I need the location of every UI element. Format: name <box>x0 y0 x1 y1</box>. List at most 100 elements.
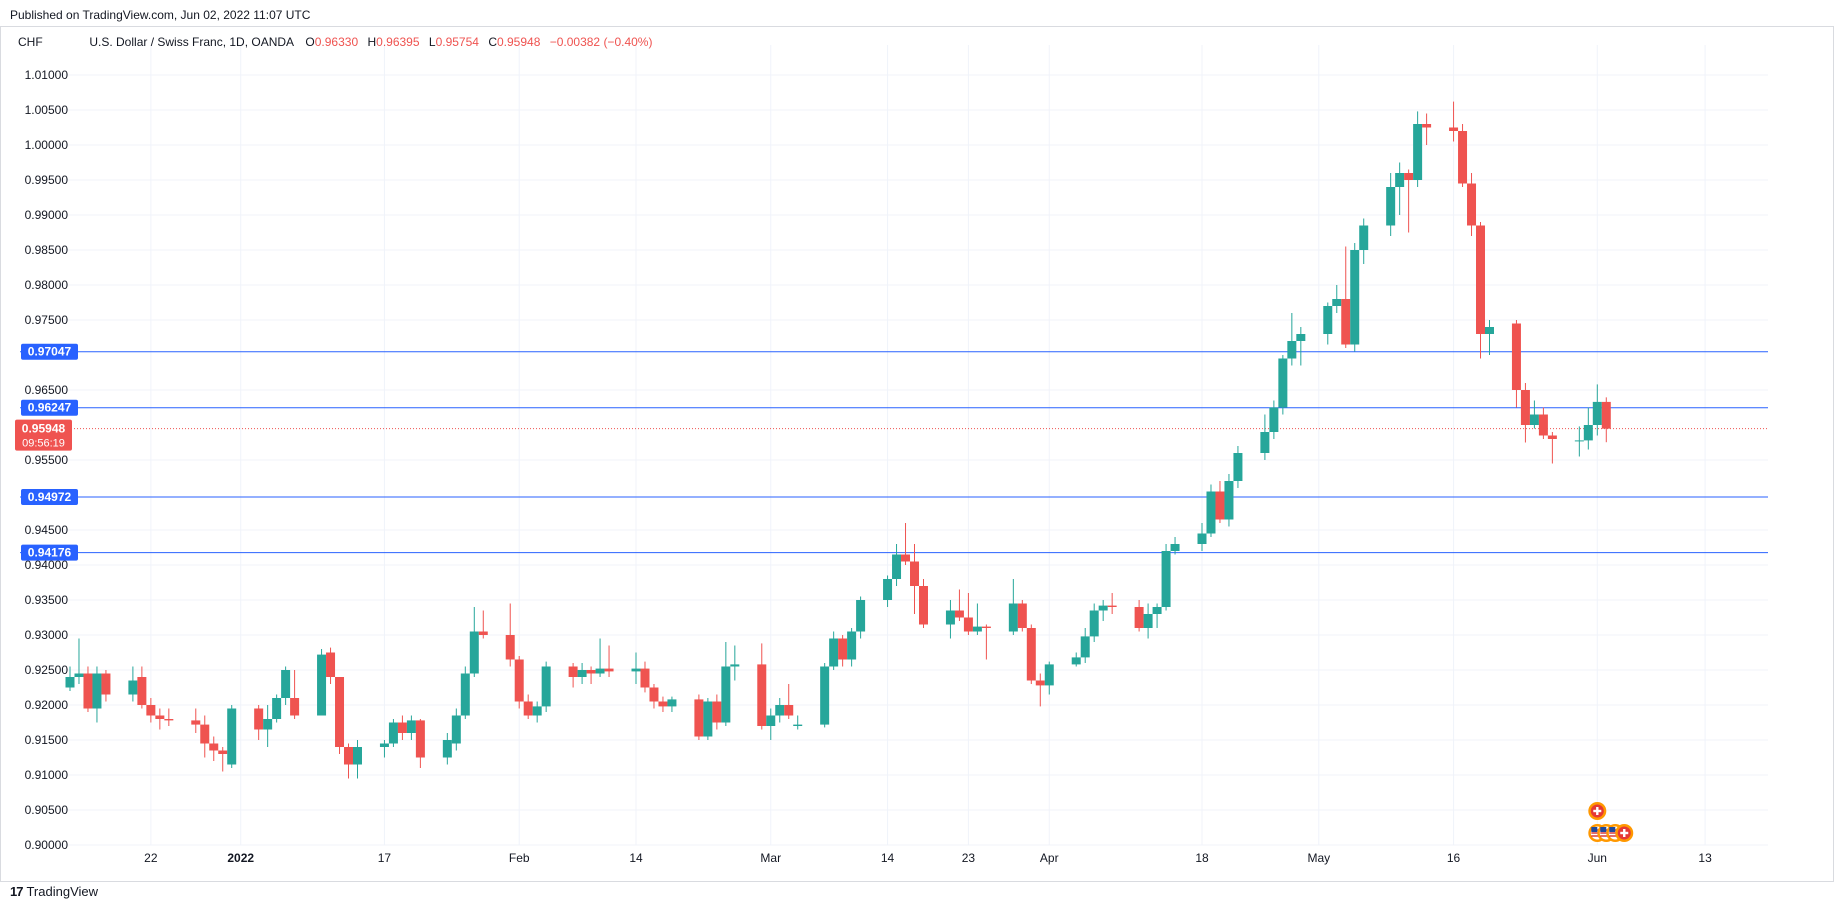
y-tick-label: 0.98500 <box>25 243 69 257</box>
published-caption: Published on TradingView.com, Jun 02, 20… <box>10 8 311 22</box>
candle-body <box>1197 533 1207 544</box>
y-tick-label: 0.93000 <box>25 628 69 642</box>
candle-body <box>1134 607 1144 628</box>
last-price-label: 0.95948 <box>22 422 66 436</box>
candle-body <box>1170 544 1180 551</box>
candle-body <box>1161 551 1171 607</box>
candle-body <box>379 743 389 747</box>
candle-body <box>667 699 677 707</box>
legend-low-label: L <box>428 35 436 49</box>
candle-body <box>1583 425 1593 441</box>
candle-body <box>568 666 578 677</box>
candle-body <box>1107 605 1117 607</box>
candle-body <box>1071 657 1081 665</box>
y-tick-label: 0.95500 <box>25 453 69 467</box>
candle-body <box>1233 453 1243 481</box>
candle-body <box>263 719 273 730</box>
candle-body <box>191 720 201 725</box>
candle-body <box>793 724 803 726</box>
candle-body <box>83 673 93 709</box>
level-label-bg <box>21 343 78 360</box>
y-tick-label: 0.99500 <box>25 173 69 187</box>
candle-body <box>1458 131 1468 184</box>
legend-close-value: 0.95948 <box>496 35 541 49</box>
candle-body <box>1215 491 1225 520</box>
candle-body <box>829 638 839 667</box>
candle-body <box>317 654 327 716</box>
candle-body <box>1026 628 1036 681</box>
candle-body <box>883 579 893 600</box>
x-tick-label: 14 <box>629 851 643 865</box>
candle-body <box>92 673 102 709</box>
y-tick-label: 0.96500 <box>25 383 69 397</box>
candle-body <box>65 677 75 688</box>
x-tick-label: 17 <box>378 851 392 865</box>
y-tick-label: 0.90000 <box>25 838 69 852</box>
candle-body <box>910 561 920 586</box>
candle-body <box>838 638 848 660</box>
candle-body <box>514 659 524 702</box>
candle-body <box>712 701 722 723</box>
candle-body <box>1332 299 1342 306</box>
candle-body <box>1601 401 1611 429</box>
candle-body <box>577 670 587 677</box>
x-tick-label: May <box>1307 851 1330 865</box>
legend-symbol[interactable]: CHF <box>18 35 43 49</box>
candle-body <box>1386 187 1396 226</box>
candle-body <box>523 701 533 716</box>
y-tick-label: 1.00000 <box>25 138 69 152</box>
candle-body <box>451 715 461 744</box>
candle-body <box>505 635 515 660</box>
candle-body <box>388 722 398 744</box>
level-label: 0.94176 <box>28 546 72 560</box>
x-tick-label: Feb <box>509 851 530 865</box>
candle-body <box>532 706 542 716</box>
candle-body <box>1260 432 1270 453</box>
candle-body <box>1152 607 1162 614</box>
x-tick-label: 23 <box>962 851 976 865</box>
y-tick-label: 1.01000 <box>25 68 69 82</box>
y-tick-label: 0.91500 <box>25 733 69 747</box>
candle-body <box>326 652 336 677</box>
candle-body <box>1341 299 1351 345</box>
price-labels: 0.97047 0.96247 0.94972 0.94176 0.95948 09:56… <box>15 343 78 561</box>
marker-canton <box>1609 827 1616 832</box>
candle-body <box>352 747 362 765</box>
candle-body <box>1080 636 1090 658</box>
y-tick-label: 0.97500 <box>25 313 69 327</box>
candle-body <box>200 724 210 744</box>
legend-change-value: −0.00382 (−0.40%) <box>549 35 653 49</box>
level-label: 0.96247 <box>28 401 72 415</box>
candle-body <box>945 610 955 625</box>
y-tick-label: 1.00500 <box>25 103 69 117</box>
candle-body <box>703 701 713 737</box>
candle-body <box>1278 358 1288 408</box>
candle-body <box>775 705 785 716</box>
y-tick-label: 0.98000 <box>25 278 69 292</box>
price-axis: 0.90000 0.90500 0.91000 0.91500 0.92000 0.925… <box>25 68 69 852</box>
candle-body <box>1296 334 1306 341</box>
y-tick-label: 0.92500 <box>25 663 69 677</box>
footer-brand[interactable]: 17 TradingView <box>10 884 98 899</box>
y-tick-label: 0.94000 <box>25 558 69 572</box>
legend-description: U.S. Dollar / Swiss Franc, 1D, OANDA <box>89 35 295 49</box>
candle-body <box>892 554 902 579</box>
ch-flag-icon <box>1588 802 1607 820</box>
candle-body <box>1422 124 1432 128</box>
legend-open-value: 0.96330 <box>314 35 359 49</box>
candle-body <box>290 698 300 716</box>
y-tick-label: 0.92000 <box>25 698 69 712</box>
candle-body <box>694 699 704 737</box>
marker-cross-h <box>1593 809 1602 813</box>
candle-body <box>137 677 147 705</box>
candle-body <box>1089 610 1099 637</box>
candle-body <box>1359 225 1369 250</box>
chart-legend: CHF U.S. Dollar / Swiss Franc, 1D, OANDA… <box>18 35 658 49</box>
candle-body <box>478 631 488 635</box>
x-tick-label: Mar <box>760 851 781 865</box>
x-tick-label: 14 <box>881 851 895 865</box>
candle-body <box>1404 173 1414 180</box>
legend-high-label: H <box>367 35 377 49</box>
candle-body <box>469 631 479 674</box>
